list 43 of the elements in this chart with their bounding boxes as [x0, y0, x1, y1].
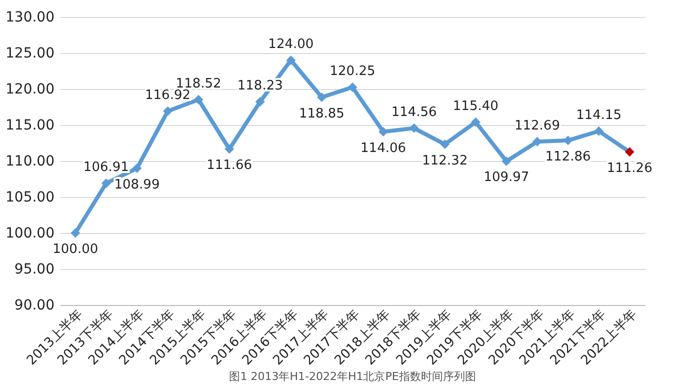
point [594, 126, 604, 136]
data-label: 118.85 [298, 106, 344, 122]
data-label: 112.32 [422, 153, 468, 168]
data-label: 114.15 [576, 108, 622, 124]
point [255, 97, 265, 106]
data-label: 111.66 [206, 158, 252, 174]
point [101, 178, 111, 188]
data-label: 115.40 [452, 99, 498, 114]
y-tick-label: 120.00 [6, 82, 54, 98]
data-label: 120.25 [330, 64, 376, 80]
data-label: 106.91 [83, 160, 129, 176]
point [286, 55, 296, 65]
point [70, 228, 80, 238]
data-label: 112.69 [514, 118, 560, 134]
data-label: 112.86 [545, 149, 591, 164]
data-label: 116.92 [145, 88, 191, 104]
data-label: 114.56 [391, 105, 437, 120]
data-label: 114.06 [360, 140, 406, 156]
y-tick-label: 90.00 [14, 298, 54, 314]
y-tick-label: 105.00 [6, 190, 54, 206]
point [224, 144, 234, 154]
point [163, 106, 173, 116]
data-label: 108.99 [114, 177, 160, 192]
data-label: 109.97 [484, 170, 530, 186]
point [440, 140, 450, 150]
point [378, 127, 388, 137]
y-tick-label: 95.00 [14, 262, 54, 278]
point [348, 82, 358, 92]
y-tick-label: 130.00 [6, 10, 54, 26]
point [194, 94, 204, 104]
y-tick-label: 125.00 [6, 46, 54, 62]
caption: 图1 2013年H1-2022年H1北京PE指数时间序列图 [229, 370, 476, 384]
data-label: 124.00 [268, 37, 314, 52]
point [316, 92, 326, 102]
y-tick-label: 115.00 [6, 118, 54, 134]
data-label: 100.00 [52, 242, 98, 257]
point [502, 156, 512, 166]
point [132, 164, 142, 174]
point [470, 117, 480, 127]
point [624, 147, 634, 157]
data-label: 111.26 [606, 160, 652, 176]
y-tick-label: 110.00 [6, 154, 54, 170]
y-tick-label: 100.00 [6, 226, 54, 242]
